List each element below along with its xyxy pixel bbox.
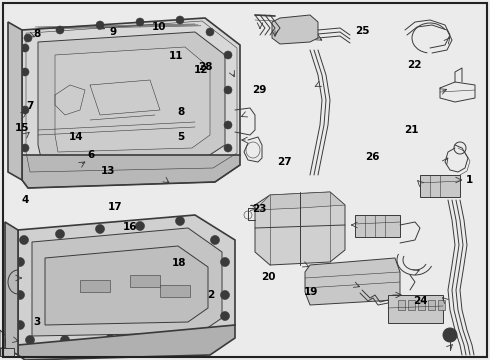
Text: 20: 20 <box>261 272 276 282</box>
Circle shape <box>21 106 29 114</box>
Polygon shape <box>22 18 240 175</box>
Text: 14: 14 <box>69 132 83 142</box>
Polygon shape <box>45 246 208 325</box>
Circle shape <box>224 51 232 59</box>
Polygon shape <box>272 15 318 44</box>
Text: 8: 8 <box>178 107 185 117</box>
Text: 17: 17 <box>108 202 122 212</box>
Text: 15: 15 <box>15 123 29 133</box>
Circle shape <box>224 121 232 129</box>
Circle shape <box>20 235 28 244</box>
Bar <box>355 215 400 237</box>
Text: 10: 10 <box>152 22 167 32</box>
Circle shape <box>24 34 32 42</box>
Text: 26: 26 <box>365 152 380 162</box>
Text: 1: 1 <box>466 175 473 185</box>
Text: 21: 21 <box>404 125 419 135</box>
Circle shape <box>200 329 210 338</box>
Bar <box>130 275 160 287</box>
Polygon shape <box>18 325 235 360</box>
Circle shape <box>21 44 29 52</box>
Circle shape <box>16 291 24 300</box>
Circle shape <box>447 332 453 338</box>
Circle shape <box>176 16 184 24</box>
Text: 12: 12 <box>194 65 208 75</box>
Text: 8: 8 <box>33 29 40 39</box>
Polygon shape <box>18 215 235 345</box>
Circle shape <box>51 166 59 174</box>
Bar <box>420 175 460 197</box>
Text: 16: 16 <box>122 222 137 232</box>
Circle shape <box>211 235 220 244</box>
Polygon shape <box>22 155 240 188</box>
Bar <box>388 295 443 323</box>
Circle shape <box>224 144 232 152</box>
Circle shape <box>56 26 64 34</box>
Text: 18: 18 <box>172 258 186 268</box>
Text: 9: 9 <box>109 27 116 37</box>
Circle shape <box>220 291 229 300</box>
Circle shape <box>60 336 70 345</box>
Bar <box>0 348 14 356</box>
Circle shape <box>86 165 94 173</box>
Circle shape <box>204 158 212 166</box>
Circle shape <box>224 86 232 94</box>
Circle shape <box>21 68 29 76</box>
Text: 11: 11 <box>169 51 184 61</box>
Text: 3: 3 <box>33 317 40 327</box>
Bar <box>160 285 190 297</box>
Circle shape <box>175 216 185 225</box>
Polygon shape <box>5 222 18 355</box>
Circle shape <box>126 163 134 171</box>
Text: 19: 19 <box>304 287 318 297</box>
Circle shape <box>16 257 24 266</box>
Text: 4: 4 <box>22 195 29 205</box>
Circle shape <box>166 161 174 169</box>
Circle shape <box>25 336 34 345</box>
Polygon shape <box>55 47 210 152</box>
Bar <box>428 300 435 310</box>
Text: 7: 7 <box>26 101 34 111</box>
Circle shape <box>16 320 24 329</box>
Text: 27: 27 <box>277 157 292 167</box>
Circle shape <box>136 221 145 230</box>
Circle shape <box>96 225 104 234</box>
Circle shape <box>443 328 457 342</box>
Text: 23: 23 <box>252 204 267 214</box>
Circle shape <box>21 144 29 152</box>
Text: 28: 28 <box>198 62 213 72</box>
Circle shape <box>55 230 65 239</box>
Polygon shape <box>32 228 222 336</box>
Circle shape <box>96 21 104 29</box>
Bar <box>80 280 110 292</box>
Polygon shape <box>255 192 345 210</box>
Text: 25: 25 <box>355 26 370 36</box>
Polygon shape <box>38 32 225 162</box>
Circle shape <box>155 333 165 342</box>
Polygon shape <box>255 192 345 265</box>
Polygon shape <box>305 258 400 305</box>
Bar <box>418 300 425 310</box>
Polygon shape <box>8 22 22 180</box>
Text: 2: 2 <box>207 290 214 300</box>
Bar <box>408 300 415 310</box>
Text: 24: 24 <box>413 296 428 306</box>
Text: 13: 13 <box>100 166 115 176</box>
Circle shape <box>206 28 214 36</box>
Text: 5: 5 <box>178 132 185 142</box>
Text: 6: 6 <box>87 150 94 160</box>
Text: 22: 22 <box>407 60 421 70</box>
Circle shape <box>220 257 229 266</box>
Circle shape <box>28 164 36 172</box>
Circle shape <box>136 18 144 26</box>
Bar <box>438 300 445 310</box>
Text: 29: 29 <box>252 85 267 95</box>
Bar <box>398 300 405 310</box>
Circle shape <box>220 311 229 320</box>
Circle shape <box>105 334 115 343</box>
